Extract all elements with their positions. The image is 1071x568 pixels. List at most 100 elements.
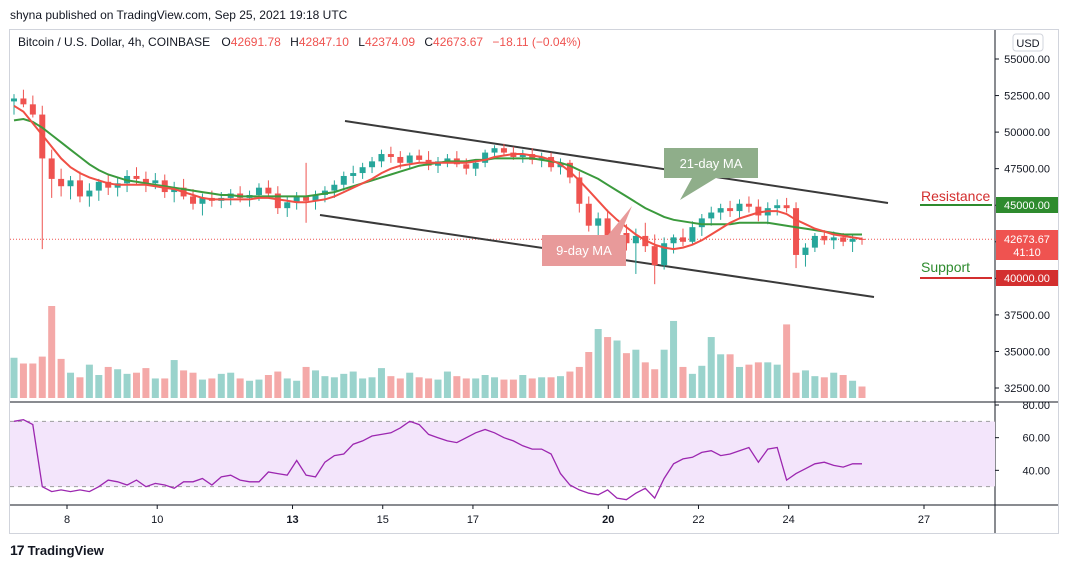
volume-bar: [481, 375, 489, 398]
volume-bar: [48, 306, 56, 398]
time-tick-label: 20: [602, 514, 614, 526]
volume-bar: [406, 372, 414, 398]
time-tick-label: 15: [377, 514, 389, 526]
volume-bar: [528, 378, 536, 398]
candle-body: [821, 235, 828, 241]
time-tick-label: 13: [286, 514, 298, 526]
rsi-tick-label: 80.00: [1022, 400, 1050, 412]
volume-bar: [425, 378, 433, 398]
symbol-title: Bitcoin / U.S. Dollar, 4h, COINBASE O426…: [18, 35, 581, 49]
volume-bar: [161, 378, 169, 398]
volume-bar: [19, 363, 27, 398]
volume-bar: [622, 353, 630, 398]
candle-body: [142, 178, 149, 184]
volume-bar: [312, 370, 320, 398]
candle-body: [595, 218, 602, 226]
volume-bar: [293, 380, 301, 398]
candle-body: [105, 181, 112, 188]
rsi-line: [13, 419, 862, 501]
candle-body: [661, 243, 668, 266]
volume-bar: [415, 377, 423, 398]
rsi-tick-label: 60.00: [1022, 433, 1050, 445]
tradingview-footer[interactable]: 17 TradingView: [10, 542, 104, 558]
candle-body: [717, 208, 724, 213]
volume-bar: [434, 379, 442, 398]
volume-bar: [830, 372, 838, 398]
volume-bar: [745, 364, 753, 398]
price-tick-label: 37500.00: [1004, 310, 1050, 322]
time-tick-label: 24: [783, 514, 795, 526]
candle-body: [86, 190, 93, 197]
volume-bar: [227, 372, 235, 398]
candle-body: [566, 162, 573, 178]
volume-bar: [858, 386, 866, 398]
candle-body: [48, 158, 55, 179]
volume-bars: [10, 306, 866, 398]
volume-bar: [575, 366, 583, 398]
candle-body: [293, 196, 300, 203]
volume-bar: [255, 379, 263, 398]
candle-body: [519, 154, 526, 157]
volume-bar: [453, 376, 461, 398]
volume-bar: [519, 375, 527, 398]
candle-body: [793, 208, 800, 255]
volume-bar: [641, 362, 649, 398]
svg-text:21-day MA: 21-day MA: [680, 156, 743, 171]
volume-bar: [76, 377, 84, 398]
volume-bar: [698, 365, 706, 398]
volume-bar: [359, 378, 367, 398]
last-price-tag: 42673.67 41:10: [996, 230, 1058, 260]
footer-brand: TradingView: [27, 542, 104, 558]
candle-body: [736, 203, 743, 212]
svg-text:45000.00: 45000.00: [1004, 200, 1050, 212]
candle-body: [482, 152, 489, 163]
candle-body: [406, 155, 413, 163]
volume-bar: [801, 370, 809, 398]
volume-bar: [396, 378, 404, 398]
tradingview-logo-icon: 17: [10, 542, 25, 558]
candle-body: [416, 155, 423, 160]
candle-body: [585, 203, 592, 226]
volume-bar: [114, 369, 122, 398]
volume-bar: [839, 375, 847, 398]
candle-body: [369, 161, 376, 168]
candle-body: [632, 235, 639, 244]
volume-bar: [104, 366, 112, 398]
volume-bar: [585, 352, 593, 398]
rsi-band-fill: [10, 421, 995, 487]
candle-body: [755, 206, 762, 216]
volume-bar: [651, 369, 659, 398]
volume-bar: [811, 376, 819, 398]
volume-bar: [10, 357, 18, 398]
volume-bar: [377, 368, 385, 398]
volume-bar: [264, 375, 272, 398]
volume-bar: [726, 354, 734, 398]
svg-text:41:10: 41:10: [1013, 247, 1041, 259]
volume-bar: [302, 366, 310, 398]
rsi-axis: 80.00 60.00 40.00: [995, 400, 1050, 477]
price-tick-label: 47500.00: [1004, 164, 1050, 176]
rsi-polyline: [13, 419, 862, 501]
time-axis: 8 10 13 15 17 20 22 24 27: [64, 505, 930, 526]
chart-frame[interactable]: [9, 29, 1059, 534]
volume-bar: [556, 376, 564, 398]
price-tick-label: 32500.00: [1004, 383, 1050, 395]
time-tick-label: 10: [151, 514, 163, 526]
currency-button[interactable]: USD: [1012, 33, 1044, 52]
volume-bar: [236, 378, 244, 398]
volume-bar: [208, 378, 216, 398]
volume-bar: [707, 337, 715, 398]
volume-bar: [142, 368, 150, 398]
candle-body: [255, 187, 262, 195]
volume-bar: [274, 371, 282, 398]
price-tick-label: 55000.00: [1004, 54, 1050, 66]
volume-bar: [670, 320, 678, 398]
volume-bar: [123, 373, 131, 398]
volume-bar: [491, 377, 499, 398]
volume-bar: [547, 377, 555, 398]
price-tick-label: 50000.00: [1004, 127, 1050, 139]
volume-bar: [330, 377, 338, 398]
volume-bar: [773, 364, 781, 398]
volume-bar: [632, 349, 640, 398]
